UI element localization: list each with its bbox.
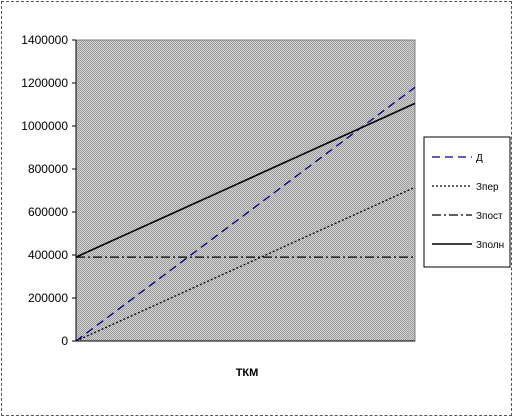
- series-lines: [76, 86, 415, 341]
- y-tick-label: 1000000: [21, 119, 68, 133]
- y-tick-label: 200000: [28, 291, 68, 305]
- legend-label: Зпост: [476, 211, 503, 222]
- legend: Д Зпер Зпост Зполн: [423, 136, 511, 268]
- y-tick-label: 1400000: [21, 33, 68, 47]
- x-axis-label: ТКМ: [236, 367, 259, 379]
- y-tick-label: 0: [61, 334, 68, 348]
- legend-box: [423, 136, 511, 268]
- legend-label: Зпер: [476, 182, 499, 193]
- series-line-4: [76, 102, 415, 258]
- y-tick-label: 600000: [28, 205, 68, 219]
- legend-label: Д: [476, 153, 483, 164]
- plot-area: [75, 39, 416, 342]
- y-tick-label: 1200000: [21, 76, 68, 90]
- y-tick-label: 400000: [28, 248, 68, 262]
- y-tick-label: 800000: [28, 162, 68, 176]
- y-tick-labels: 0 200000 400000 600000 800000 1000000 1200000 1…: [21, 33, 76, 348]
- legend-label: Зполн: [476, 240, 504, 251]
